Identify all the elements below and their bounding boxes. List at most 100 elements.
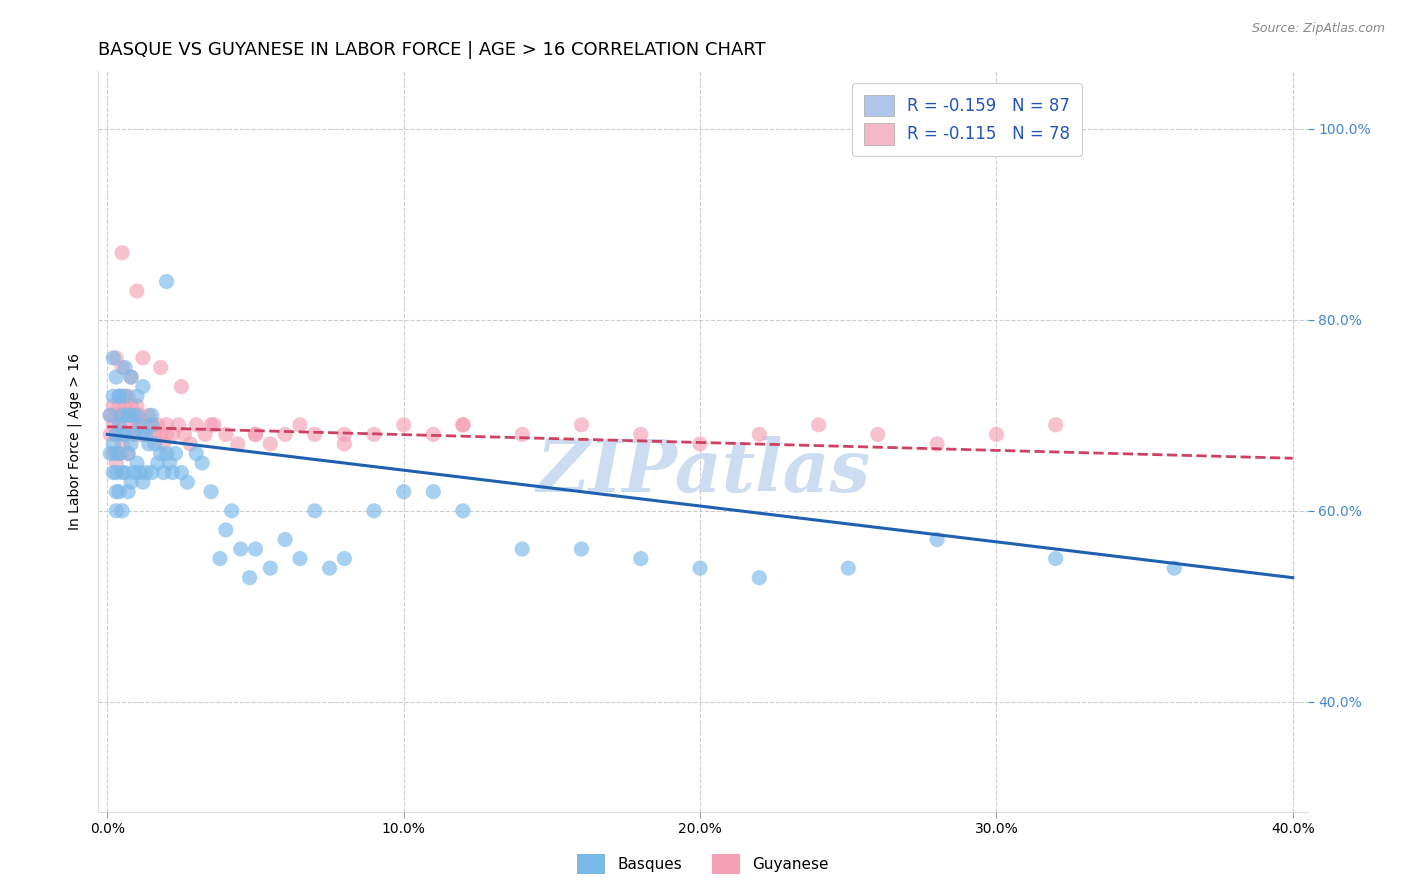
Point (186, 417, 208, 432)
Point (226, 437, 249, 451)
Point (111, 360, 134, 375)
Point (132, 351, 155, 365)
Point (259, 561, 281, 575)
Point (108, 389, 131, 403)
Point (129, 417, 152, 432)
Point (122, 409, 145, 423)
Point (105, 484, 128, 499)
Point (986, 427, 1008, 442)
Point (318, 561, 340, 575)
Point (170, 466, 193, 480)
Point (105, 427, 128, 442)
Point (103, 399, 125, 413)
Point (200, 484, 222, 499)
Point (194, 427, 217, 442)
Point (108, 417, 131, 432)
Point (98, 446, 121, 460)
Point (105, 409, 128, 423)
Point (288, 551, 311, 566)
Point (176, 475, 198, 490)
Point (392, 417, 415, 432)
Point (927, 437, 949, 451)
Point (143, 437, 166, 451)
Point (571, 417, 593, 432)
Point (125, 417, 148, 432)
Point (173, 427, 195, 442)
Point (122, 427, 145, 442)
Point (138, 437, 160, 451)
Point (111, 466, 134, 480)
Point (149, 427, 172, 442)
Point (114, 389, 136, 403)
Point (304, 504, 326, 518)
Point (288, 417, 311, 432)
Point (111, 504, 134, 518)
Point (105, 351, 128, 365)
Point (117, 409, 139, 423)
Point (1045, 551, 1067, 566)
Point (117, 484, 139, 499)
Point (143, 427, 166, 442)
Point (155, 275, 177, 289)
Point (105, 466, 128, 480)
Point (202, 417, 225, 432)
Point (132, 475, 155, 490)
Point (245, 541, 267, 556)
Point (748, 571, 770, 585)
Point (114, 360, 136, 375)
Point (1163, 561, 1185, 575)
Point (221, 504, 243, 518)
Point (111, 389, 134, 403)
Point (630, 551, 652, 566)
Point (141, 417, 163, 432)
Point (111, 409, 134, 423)
Point (200, 417, 222, 432)
Point (103, 446, 125, 460)
Point (146, 417, 169, 432)
Point (108, 389, 131, 403)
Point (114, 427, 136, 442)
Point (155, 417, 177, 432)
Point (129, 427, 152, 442)
Point (114, 427, 136, 442)
Point (333, 437, 356, 451)
Point (103, 389, 125, 403)
Point (108, 399, 131, 413)
Point (120, 437, 142, 451)
Point (866, 427, 889, 442)
Point (132, 379, 155, 393)
Point (132, 417, 155, 432)
Point (363, 427, 385, 442)
Point (125, 399, 148, 413)
Point (630, 427, 652, 442)
Point (149, 446, 172, 460)
Point (114, 399, 136, 413)
Legend: R = -0.159   N = 87, R = -0.115   N = 78: R = -0.159 N = 87, R = -0.115 N = 78 (852, 83, 1081, 156)
Point (105, 370, 128, 384)
Point (162, 466, 184, 480)
Legend: Basques, Guyanese: Basques, Guyanese (571, 848, 835, 880)
Point (807, 417, 830, 432)
Point (510, 427, 533, 442)
Point (120, 399, 142, 413)
Point (363, 504, 385, 518)
Point (837, 561, 859, 575)
Point (129, 466, 152, 480)
Point (98, 409, 121, 423)
Point (162, 427, 184, 442)
Point (229, 541, 252, 556)
Point (120, 475, 142, 490)
Point (103, 417, 125, 432)
Point (451, 417, 474, 432)
Point (105, 456, 128, 470)
Point (191, 456, 214, 470)
Point (105, 446, 128, 460)
Point (98, 409, 121, 423)
Point (392, 484, 415, 499)
Point (149, 360, 172, 375)
Point (689, 561, 711, 575)
Point (125, 284, 148, 298)
Point (108, 446, 131, 460)
Point (117, 409, 139, 423)
Point (125, 456, 148, 470)
